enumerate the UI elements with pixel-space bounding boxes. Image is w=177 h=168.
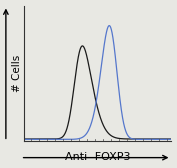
- Y-axis label: # Cells: # Cells: [12, 55, 22, 92]
- X-axis label: Anti- FOXP3: Anti- FOXP3: [65, 152, 130, 162]
